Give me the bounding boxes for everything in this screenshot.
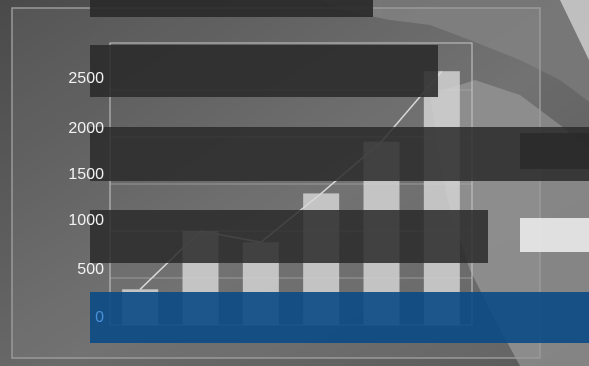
overlay-strip-3 <box>90 210 488 263</box>
overlay-strip-right-2 <box>520 218 589 252</box>
y-tick-label: 1000 <box>68 212 104 229</box>
y-tick-label: 1500 <box>68 166 104 183</box>
y-tick-label: 2000 <box>68 120 104 137</box>
overlay-strip-top <box>90 0 373 17</box>
y-tick-label: 500 <box>77 261 104 278</box>
overlay-strip-2 <box>90 127 589 181</box>
landmass-edge <box>560 0 589 60</box>
bar <box>423 71 460 325</box>
overlay-strip-blue <box>90 292 589 343</box>
y-tick-label: 2500 <box>68 70 104 87</box>
landmass-north <box>320 0 589 102</box>
glitch-overlays <box>90 0 589 343</box>
overlay-strip-1 <box>90 45 438 97</box>
y-tick-label: 0 <box>95 309 104 326</box>
overlay-strip-right <box>520 133 589 169</box>
